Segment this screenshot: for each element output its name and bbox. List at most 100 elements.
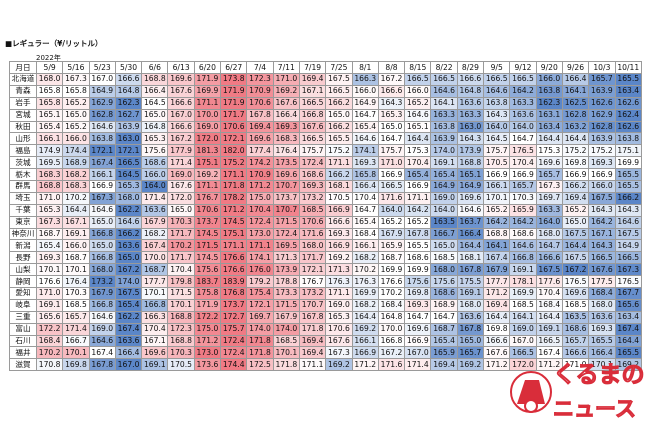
price-cell: 170.4 bbox=[141, 322, 169, 336]
price-cell: 169.4 bbox=[561, 191, 590, 205]
price-cell: 176.4 bbox=[272, 144, 300, 158]
date-header: 6/27 bbox=[220, 61, 248, 74]
price-cell: 169.2 bbox=[193, 168, 222, 182]
price-cell: 168.9 bbox=[430, 298, 458, 312]
price-cell: 165.4 bbox=[430, 168, 458, 182]
price-cell: 165.4 bbox=[430, 334, 458, 348]
price-cell: 170.6 bbox=[246, 96, 274, 110]
price-cell: 177.6 bbox=[535, 275, 563, 289]
price-cell: 168.0 bbox=[114, 191, 143, 205]
price-cell: 170.3 bbox=[509, 191, 537, 205]
price-cell: 177.9 bbox=[167, 144, 195, 158]
price-cell: 165.9 bbox=[377, 239, 406, 253]
price-cell: 169.4 bbox=[298, 334, 327, 348]
date-header: 8/29 bbox=[456, 61, 485, 74]
price-cell: 166.5 bbox=[483, 73, 511, 86]
price-cell: 167.4 bbox=[88, 346, 116, 360]
price-cell: 164.4 bbox=[561, 132, 590, 146]
prefecture-label: 富山 bbox=[9, 322, 37, 336]
price-cell: 171.9 bbox=[193, 73, 222, 86]
price-cell: 170.5 bbox=[167, 358, 195, 372]
price-cell: 164.4 bbox=[535, 310, 563, 324]
prefecture-label: 三重 bbox=[9, 310, 37, 324]
price-cell: 164.9 bbox=[456, 180, 485, 193]
prefecture-label: 愛知 bbox=[9, 287, 37, 300]
price-cell: 176.7 bbox=[298, 275, 327, 289]
price-cell: 163.0 bbox=[456, 120, 485, 134]
price-cell: 164.1 bbox=[561, 84, 590, 98]
price-cell: 163.6 bbox=[588, 310, 616, 324]
price-cell: 166.8 bbox=[88, 298, 116, 312]
price-cell: 166.5 bbox=[509, 73, 537, 86]
price-cell: 179.8 bbox=[167, 275, 195, 289]
price-cell: 166.6 bbox=[377, 84, 406, 98]
price-cell: 169.3 bbox=[35, 251, 64, 265]
price-cell: 166.2 bbox=[614, 191, 643, 205]
price-cell: 167.8 bbox=[456, 322, 485, 336]
price-cell: 176.6 bbox=[377, 275, 406, 289]
date-header: 5/30 bbox=[114, 61, 143, 74]
price-cell: 162.6 bbox=[614, 96, 643, 110]
price-cell: 169.8 bbox=[404, 287, 432, 300]
price-cell: 175.6 bbox=[193, 263, 222, 277]
price-cell: 168.5 bbox=[62, 298, 90, 312]
price-cell: 170.1 bbox=[62, 346, 90, 360]
price-cell: 164.8 bbox=[114, 84, 143, 98]
table-row: 滋賀 170.8 169.8 167.8 167.0 169.1 170.5 173.6 174… bbox=[9, 358, 643, 372]
date-header: 5/16 bbox=[62, 61, 90, 74]
price-cell: 169.6 bbox=[456, 191, 485, 205]
price-cell: 171.2 bbox=[483, 287, 511, 300]
price-cell: 165.2 bbox=[561, 203, 590, 217]
price-cell: 181.3 bbox=[193, 144, 222, 158]
price-cell: 169.8 bbox=[561, 156, 590, 170]
price-cell: 166.9 bbox=[404, 180, 432, 193]
price-cell: 176.3 bbox=[351, 275, 379, 289]
price-cell: 166.8 bbox=[141, 298, 169, 312]
price-cell: 163.6 bbox=[456, 96, 485, 110]
price-cell: 164.3 bbox=[614, 203, 643, 217]
price-cell: 174.5 bbox=[193, 227, 222, 241]
price-cell: 165.9 bbox=[509, 203, 537, 217]
prefecture-label: 群馬 bbox=[9, 180, 37, 193]
price-cell: 169.3 bbox=[588, 322, 616, 336]
price-cell: 169.7 bbox=[246, 310, 274, 324]
price-cell: 163.2 bbox=[561, 120, 590, 134]
price-cell: 165.6 bbox=[614, 298, 643, 312]
price-cell: 165.4 bbox=[114, 298, 143, 312]
price-cell: 175.2 bbox=[220, 156, 248, 170]
price-cell: 169.1 bbox=[141, 358, 169, 372]
price-cell: 166.4 bbox=[141, 84, 169, 98]
price-cell: 168.8 bbox=[456, 156, 485, 170]
price-cell: 164.5 bbox=[141, 96, 169, 110]
year-note: 2022年 bbox=[36, 54, 61, 62]
price-cell: 166.0 bbox=[588, 180, 616, 193]
price-cell: 170.0 bbox=[377, 322, 406, 336]
price-cell: 177.7 bbox=[141, 275, 169, 289]
price-cell: 167.8 bbox=[404, 227, 432, 241]
price-cell: 174.5 bbox=[220, 215, 248, 229]
price-cell: 168.9 bbox=[62, 156, 90, 170]
price-cell: 175.6 bbox=[141, 144, 169, 158]
date-header: 6/6 bbox=[141, 61, 169, 74]
table-row: 富山 172.2 171.4 169.0 167.4 170.4 172.3 175.0 175… bbox=[9, 322, 643, 336]
price-cell: 165.1 bbox=[456, 168, 485, 182]
price-cell: 167.6 bbox=[298, 120, 327, 134]
price-cell: 169.1 bbox=[535, 322, 563, 336]
price-cell: 175.2 bbox=[325, 144, 353, 158]
price-cell: 166.6 bbox=[114, 73, 143, 86]
price-cell: 170.2 bbox=[377, 287, 406, 300]
price-cell: 176.5 bbox=[509, 144, 537, 158]
price-cell: 169.1 bbox=[456, 287, 485, 300]
price-cell: 173.0 bbox=[246, 227, 274, 241]
date-header: 5/9 bbox=[35, 61, 64, 74]
price-cell: 170.8 bbox=[35, 358, 64, 372]
price-cell: 168.0 bbox=[535, 227, 563, 241]
date-header: 9/26 bbox=[561, 61, 590, 74]
price-cell: 167.6 bbox=[325, 334, 353, 348]
price-cell: 174.5 bbox=[193, 251, 222, 265]
prefecture-label: 山梨 bbox=[9, 263, 37, 277]
price-cell: 162.2 bbox=[114, 203, 143, 217]
price-cell: 173.2 bbox=[298, 287, 327, 300]
price-cell: 168.7 bbox=[430, 322, 458, 336]
price-cell: 170.4 bbox=[351, 191, 379, 205]
